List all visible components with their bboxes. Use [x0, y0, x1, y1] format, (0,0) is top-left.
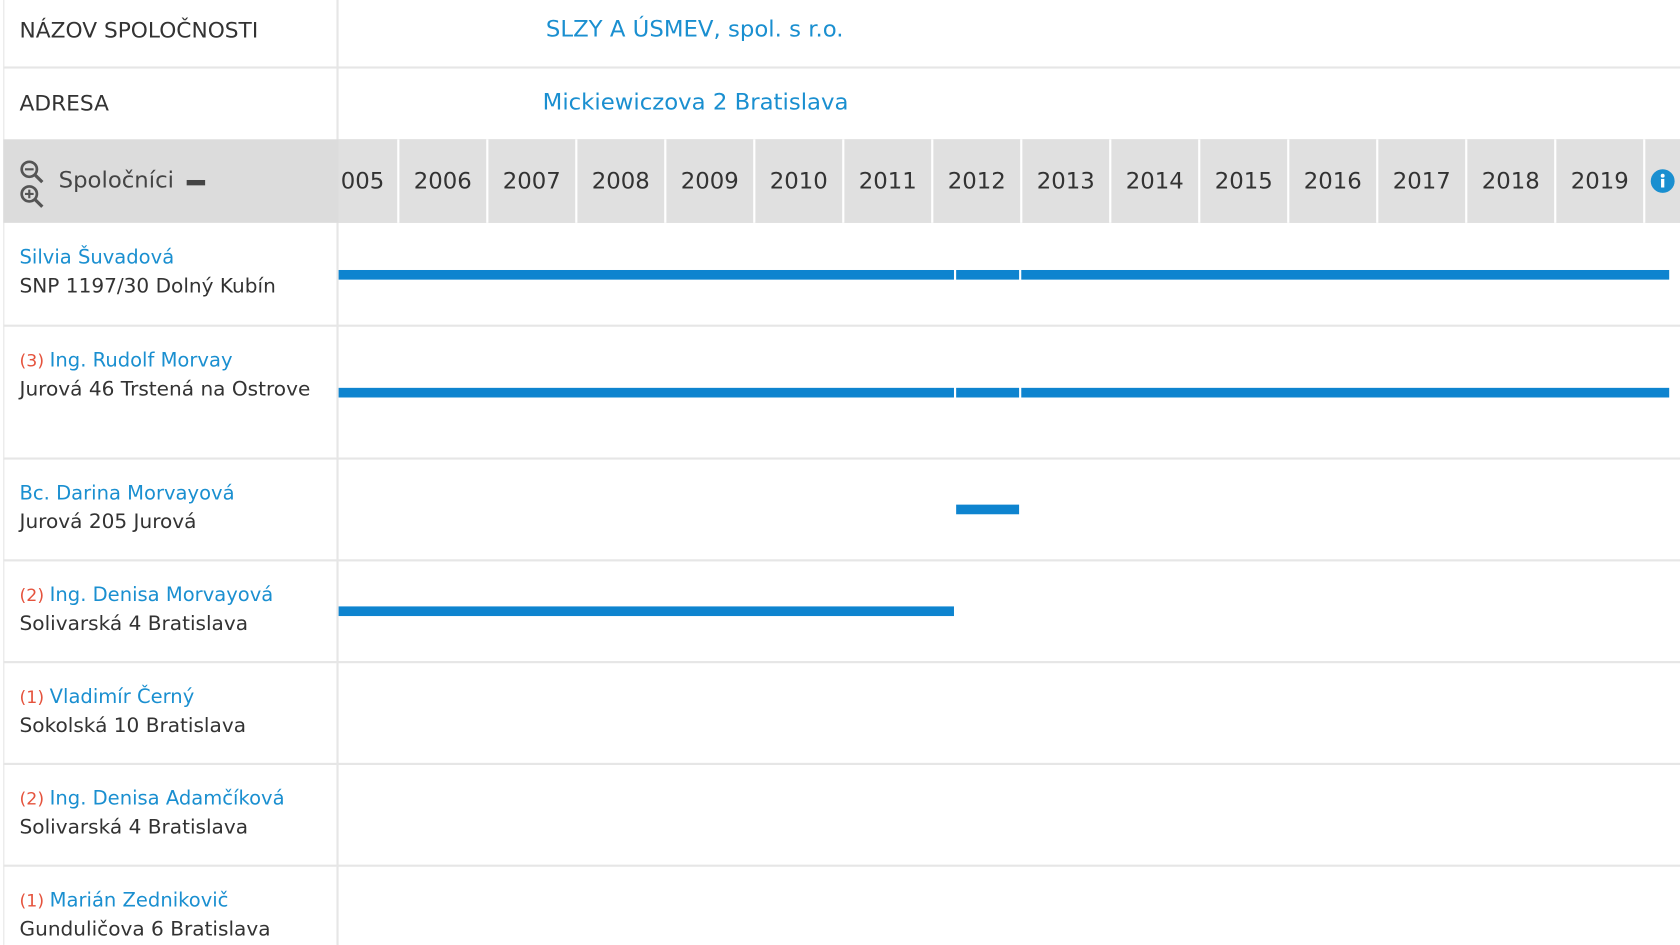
year-label: 2017	[1392, 168, 1451, 194]
partner-name-line: (2) Ing. Denisa Morvayová	[20, 584, 329, 606]
partner-cell: Silvia Šuvadová SNP 1197/30 Dolný Kubín	[20, 246, 329, 302]
ownership-bar[interactable]	[1021, 387, 1669, 397]
column-separator	[575, 139, 578, 223]
ownership-bar[interactable]	[338, 606, 955, 617]
partner-name[interactable]: Vladimír Černý	[49, 685, 195, 709]
year-label: 2019	[1570, 168, 1629, 194]
partner-name-line: (3) Ing. Rudolf Morvay	[20, 349, 329, 371]
partner-name-line: (2) Ing. Denisa Adamčíková	[20, 787, 329, 809]
ownership-bar[interactable]	[1021, 269, 1669, 280]
ownership-bar[interactable]	[956, 269, 1020, 280]
share-count: (2)	[19, 584, 45, 606]
partner-name[interactable]: Bc. Darina Morvayová	[19, 482, 235, 505]
collapse-button[interactable]	[186, 179, 206, 186]
column-separator	[842, 139, 845, 223]
row-divider	[3, 661, 1680, 664]
row-divider	[3, 559, 1680, 562]
partner-name-line: Silvia Šuvadová	[20, 246, 329, 268]
partner-address: Jurová 46 Trstená na Ostrove	[19, 378, 311, 401]
partner-cell: (3) Ing. Rudolf Morvay Jurová 46 Trstená …	[20, 349, 329, 405]
year-label: 2018	[1481, 168, 1540, 194]
partner-name[interactable]: Marián Zednikovič	[49, 889, 229, 912]
column-separator	[397, 139, 400, 223]
year-label: 2015	[1214, 168, 1273, 194]
year-label: 2011	[858, 168, 917, 194]
partner-name-line: (1) Vladimír Černý	[20, 686, 329, 708]
year-label: 2008	[591, 168, 650, 194]
column-separator	[1643, 139, 1646, 223]
partner-cell: (2) Ing. Denisa Morvayová Solivarská 4 Br…	[20, 584, 329, 640]
left-border	[3, 0, 5, 945]
column-divider	[336, 0, 339, 945]
year-strip	[338, 139, 1680, 223]
row-divider	[3, 324, 1680, 327]
row-divider	[3, 66, 1680, 69]
partner-name[interactable]: Ing. Denisa Adamčíková	[49, 787, 285, 810]
partner-address: SNP 1197/30 Dolný Kubín	[19, 275, 276, 298]
share-count: (2)	[19, 788, 45, 809]
year-label: 2007	[502, 168, 561, 194]
column-separator	[753, 139, 756, 223]
row-divider	[3, 864, 1680, 867]
partner-name[interactable]: Ing. Rudolf Morvay	[49, 349, 233, 372]
column-separator	[1109, 139, 1112, 223]
year-label: 2013	[1036, 168, 1095, 194]
column-separator	[931, 139, 934, 223]
column-separator	[1287, 139, 1290, 223]
year-label: 2012	[947, 168, 1006, 194]
company-name[interactable]: SLZY A ÚSMEV, spol. s r.o.	[545, 16, 844, 42]
partner-name-line: Bc. Darina Morvayová	[20, 482, 329, 504]
partner-name[interactable]: Silvia Šuvadová	[19, 246, 175, 269]
share-count: (3)	[19, 350, 45, 371]
column-separator	[486, 139, 489, 223]
partner-cell: (1) Marián Zednikovič Gunduličova 6 Brati…	[20, 889, 329, 945]
column-separator	[1020, 139, 1023, 223]
ownership-bar[interactable]	[338, 269, 955, 280]
partner-cell: Bc. Darina Morvayová Jurová 205 Jurová	[20, 482, 329, 538]
partner-address: Solivarská 4 Bratislava	[19, 816, 249, 839]
ownership-bar[interactable]	[956, 387, 1020, 397]
partner-cell: (2) Ing. Denisa Adamčíková Solivarská 4 B…	[20, 787, 329, 843]
ownership-bar[interactable]	[956, 504, 1020, 515]
partners-header: Spoločníci	[58, 167, 174, 193]
partner-name[interactable]: Ing. Denisa Morvayová	[49, 583, 274, 607]
column-separator	[1198, 139, 1201, 223]
partner-address: Jurová 205 Jurová	[19, 511, 197, 534]
year-label: 2010	[769, 168, 828, 194]
year-label: 2014	[1125, 168, 1184, 194]
zoom-controls[interactable]	[17, 159, 47, 210]
row-divider	[3, 762, 1680, 765]
year-label: 2009	[680, 168, 739, 194]
column-separator	[1465, 139, 1468, 223]
partner-address: Solivarská 4 Bratislava	[19, 612, 249, 636]
year-label: 005	[340, 168, 385, 194]
partner-cell: (1) Vladimír Černý Sokolská 10 Bratislava	[20, 686, 329, 742]
partner-address: Sokolská 10 Bratislava	[19, 714, 247, 738]
info-icon[interactable]	[1650, 168, 1676, 194]
column-separator	[1376, 139, 1379, 223]
address-label: ADRESA	[19, 89, 109, 116]
row-divider	[3, 457, 1680, 460]
ownership-bar[interactable]	[338, 387, 955, 397]
partner-address: Gunduličova 6 Bratislava	[19, 918, 271, 941]
share-count: (1)	[19, 686, 45, 708]
column-separator	[664, 139, 667, 223]
company-label: NÁZOV SPOLOČNOSTI	[19, 17, 259, 43]
partner-name-line: (1) Marián Zednikovič	[20, 889, 329, 911]
column-separator	[1554, 139, 1557, 223]
share-count: (1)	[19, 890, 45, 911]
year-label: 2006	[413, 168, 472, 194]
year-label: 2016	[1303, 168, 1362, 194]
company-address[interactable]: Mickiewiczova 2 Bratislava	[542, 88, 849, 115]
